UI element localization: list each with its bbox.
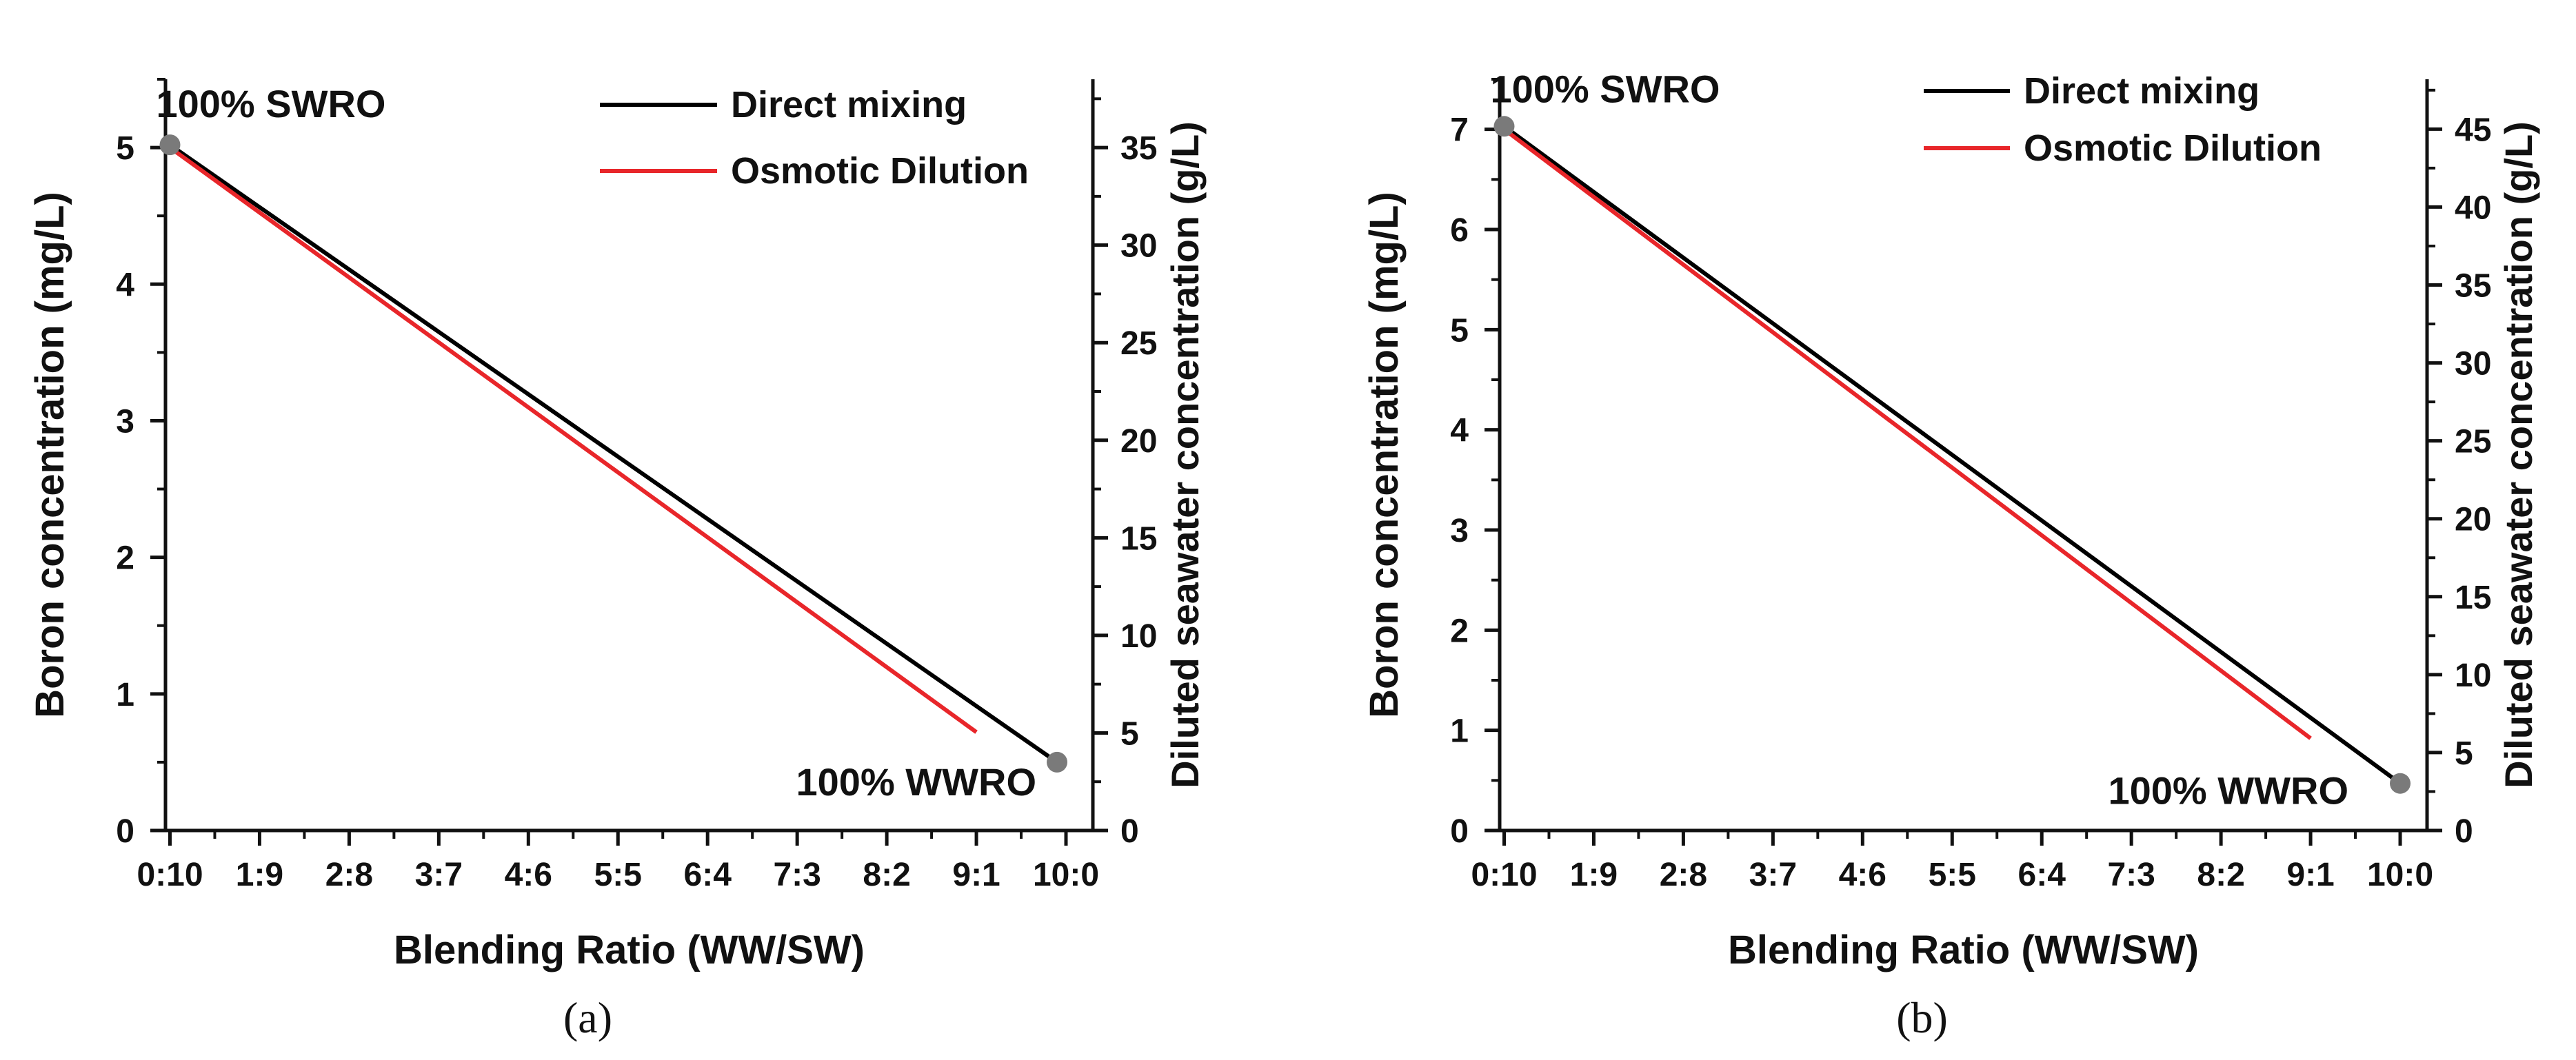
panel-b-chart: 0:10 1:9 2:8 3:7 4:6 5:5 6:4 7:3 8:2 9:1 10:0 0 1 2 3 4… — [1362, 67, 2540, 1042]
y2-tick-label: 0 — [1120, 813, 1139, 850]
y-tick-label: 2 — [1450, 613, 1469, 649]
y-tick-label: 3 — [116, 403, 134, 440]
y2-tick-label: 20 — [2455, 502, 2491, 538]
y-tick-label: 0 — [1450, 813, 1469, 850]
endpoint-marker — [1047, 751, 1068, 773]
y2-tick-label: 15 — [2455, 580, 2491, 616]
x-tick-label: 4:6 — [505, 857, 552, 893]
x-tick-label: 7:3 — [2107, 857, 2155, 893]
y-tick-label: 1 — [1450, 713, 1469, 750]
panel-caption: (a) — [563, 993, 612, 1042]
y2-axis-title: Diluted seawater concentration (g/L) — [1163, 121, 1207, 788]
y2-tick-label: 35 — [1120, 130, 1157, 167]
y2-tick-label: 5 — [1120, 715, 1139, 752]
endpoint-marker — [159, 134, 181, 156]
annotation-swro: 100% SWRO — [1490, 67, 1720, 110]
y-tick-label: 5 — [1450, 312, 1469, 349]
y-tick-label: 6 — [1450, 212, 1469, 249]
y2-tick-label: 10 — [1120, 618, 1157, 655]
y2-tick-label: 25 — [2455, 424, 2491, 460]
x-tick-label: 6:4 — [684, 857, 732, 893]
x-tick-label: 0:10 — [137, 857, 203, 893]
x-tick-label: 0:10 — [1471, 857, 1537, 893]
x-tick-label: 1:9 — [1570, 857, 1618, 893]
series-line-direct-mixing — [168, 143, 1058, 764]
x-tick-label: 4:6 — [1839, 857, 1886, 893]
y-tick-label: 1 — [116, 677, 134, 713]
panel-caption: (b) — [1896, 993, 1948, 1042]
y2-tick-label: 40 — [2455, 190, 2491, 226]
x-tick-label: 3:7 — [415, 857, 463, 893]
legend-label: Direct mixing — [731, 84, 967, 125]
y2-tick-label: 35 — [2455, 268, 2491, 305]
series-line-osmotic-dilution — [1502, 128, 2312, 740]
x-tick-label: 5:5 — [1929, 857, 1976, 893]
x-axis-title: Blending Ratio (WW/SW) — [1728, 928, 2199, 972]
annotation-wwro: 100% WWRO — [2109, 769, 2349, 813]
x-tick-label: 8:2 — [2197, 857, 2244, 893]
y2-axis-title: Diluted seawater concentration (g/L) — [2497, 121, 2540, 788]
legend-label: Osmotic Dilution — [731, 150, 1029, 192]
x-tick-label: 7:3 — [773, 857, 821, 893]
y-tick-label: 7 — [1450, 112, 1469, 149]
x-tick-label: 2:8 — [1660, 857, 1707, 893]
x-tick-label: 9:1 — [952, 857, 1000, 893]
series-line-osmotic-dilution — [168, 145, 978, 734]
y2-tick-label: 30 — [2455, 346, 2491, 383]
annotation-wwro: 100% WWRO — [796, 760, 1037, 804]
y-axis-title: Boron concentration (mg/L) — [1362, 192, 1407, 718]
x-axis-title: Blending Ratio (WW/SW) — [394, 928, 865, 972]
x-tick-label: 3:7 — [1749, 857, 1797, 893]
panel-a-chart: 0:10 1:9 2:8 3:7 4:6 5:5 6:4 7:3 8:2 9:1 10:0 0 1 2 3 4… — [28, 78, 1207, 1042]
y2-tick-label: 10 — [2455, 658, 2491, 694]
y2-tick-label: 0 — [2455, 813, 2473, 850]
y-tick-label: 3 — [1450, 513, 1469, 549]
y2-tick-label: 15 — [1120, 520, 1157, 557]
x-tick-label: 9:1 — [2286, 857, 2334, 893]
series-line-direct-mixing — [1502, 124, 2402, 786]
x-tick-label: 8:2 — [863, 857, 910, 893]
y2-tick-label: 30 — [1120, 228, 1157, 265]
y2-tick-label: 20 — [1120, 423, 1157, 460]
endpoint-marker — [2390, 773, 2411, 794]
y2-tick-label: 45 — [2455, 112, 2491, 148]
x-tick-label: 1:9 — [236, 857, 283, 893]
x-tick-label: 6:4 — [2018, 857, 2066, 893]
y-tick-label: 2 — [116, 540, 134, 577]
annotation-swro: 100% SWRO — [156, 82, 385, 125]
y-axis-title: Boron concentration (mg/L) — [28, 192, 72, 718]
x-tick-label: 5:5 — [594, 857, 642, 893]
x-tick-label: 2:8 — [325, 857, 373, 893]
x-tick-label: 10:0 — [2367, 857, 2433, 893]
y-tick-label: 4 — [1450, 413, 1469, 449]
legend-label: Osmotic Dilution — [2024, 128, 2322, 169]
y-tick-label: 5 — [116, 130, 134, 167]
y2-tick-label: 5 — [2455, 735, 2473, 772]
endpoint-marker — [1493, 116, 1515, 137]
y-tick-label: 4 — [116, 267, 134, 303]
legend-label: Direct mixing — [2024, 70, 2260, 112]
x-tick-label: 10:0 — [1033, 857, 1099, 893]
y2-tick-label: 25 — [1120, 325, 1157, 362]
y-tick-label: 0 — [116, 813, 134, 850]
